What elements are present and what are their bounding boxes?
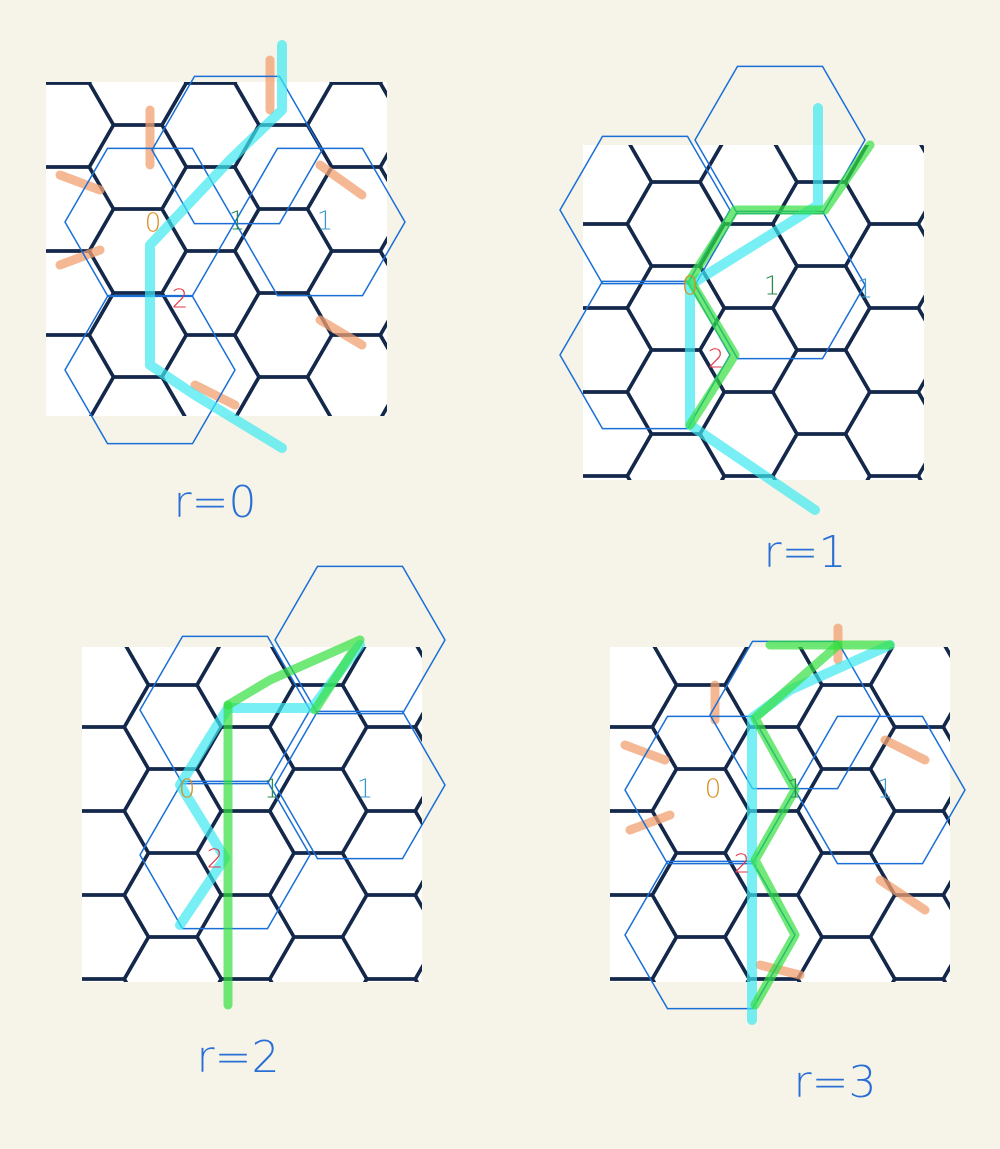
panel: 0 1 1 2 r=2 xyxy=(82,565,446,1083)
cell-label: 0 xyxy=(145,209,162,239)
orange-edge xyxy=(875,875,930,915)
orange-edge xyxy=(620,740,670,765)
hex-cell xyxy=(413,879,422,911)
orange-edge xyxy=(55,245,105,270)
cell-label: 1 xyxy=(317,207,334,237)
hex-grid xyxy=(82,647,422,982)
caption: r=3 xyxy=(794,1057,877,1108)
cell-label: 1 xyxy=(787,775,804,805)
orange-edge xyxy=(315,315,367,350)
caption: r=2 xyxy=(197,1032,280,1083)
panel-background xyxy=(583,145,924,480)
orange-edge xyxy=(880,735,930,765)
panel: 0 1 1 2 r=3 xyxy=(610,623,966,1108)
orange-edge xyxy=(315,160,367,200)
orange-edge xyxy=(55,170,105,195)
blue-hex xyxy=(274,710,446,860)
caption: r=1 xyxy=(764,527,847,578)
cell-label: 0 xyxy=(682,272,699,302)
hex-cell xyxy=(941,879,950,911)
cell-label: 2 xyxy=(708,345,725,375)
hex-cell xyxy=(941,795,950,827)
hex-cell xyxy=(413,963,422,982)
cell-label: 1 xyxy=(877,775,894,805)
green-path xyxy=(685,140,875,430)
blue-hex xyxy=(64,147,236,297)
blue-hex xyxy=(274,565,446,715)
hex-cell xyxy=(916,294,924,322)
hex-cell xyxy=(413,795,422,827)
cell-label: 0 xyxy=(705,775,722,805)
hex-cell xyxy=(941,711,950,743)
cell-label: 1 xyxy=(764,272,781,302)
cell-label: 1 xyxy=(264,775,281,805)
hex-cell xyxy=(413,711,422,743)
hex-cell xyxy=(378,82,387,99)
hex-cell xyxy=(941,963,950,982)
orange-edge xyxy=(625,810,675,835)
blue-hex xyxy=(64,295,236,445)
orange-edge xyxy=(190,380,240,410)
blue-hex xyxy=(139,635,311,785)
hex-cell xyxy=(916,378,924,406)
cell-label: 2 xyxy=(207,845,224,875)
hex-cell xyxy=(916,462,924,480)
panel: 0 1 1 2 r=0 xyxy=(46,40,406,528)
blue-hex xyxy=(139,780,311,930)
green-path xyxy=(223,635,365,715)
hex-cell xyxy=(916,210,924,238)
hex-cell xyxy=(378,235,387,267)
blue-hex xyxy=(234,147,406,297)
panel-background xyxy=(82,647,422,982)
panel: 0 1 1 2 r=1 xyxy=(559,65,924,578)
green-path xyxy=(750,640,843,1010)
cell-label: 1 xyxy=(357,775,374,805)
hex-cell xyxy=(378,319,387,351)
cell-label: 0 xyxy=(179,775,196,805)
hex-cell xyxy=(378,151,387,183)
caption: r=0 xyxy=(174,477,257,528)
cyan-path xyxy=(145,40,287,453)
cell-label: 2 xyxy=(172,285,189,315)
cell-label: 1 xyxy=(857,275,874,305)
cell-label: 2 xyxy=(734,850,751,880)
cell-label: 1 xyxy=(229,207,246,237)
